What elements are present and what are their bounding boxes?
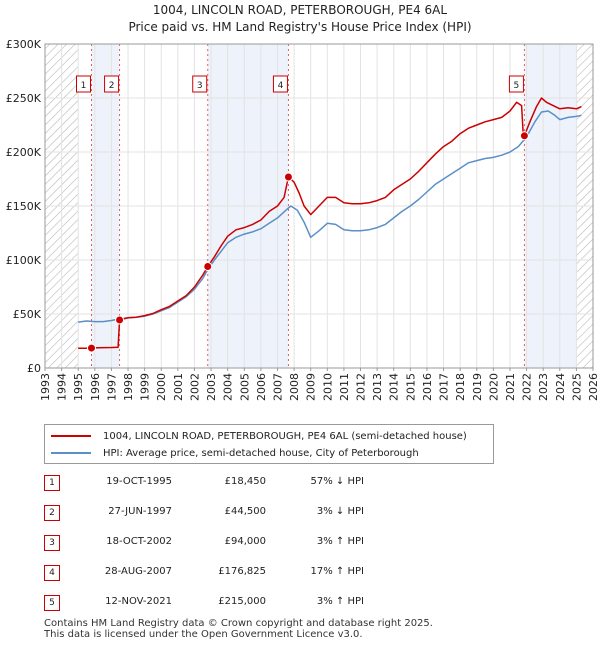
transaction-number-badge: 2 bbox=[44, 505, 60, 521]
x-tick-label: 1996 bbox=[89, 373, 102, 401]
plot-frame bbox=[44, 43, 594, 369]
sale-marker-label: 2 bbox=[109, 81, 115, 91]
x-tick-label: 2015 bbox=[404, 373, 417, 401]
x-tick-label: 2019 bbox=[471, 373, 484, 401]
sale-marker-label: 4 bbox=[278, 81, 284, 91]
x-tick-label: 2004 bbox=[222, 373, 235, 401]
transaction-hpi-diff: 57% ↓ HPI bbox=[310, 476, 364, 487]
title-subtitle: Price paid vs. HM Land Registry's House … bbox=[128, 20, 472, 34]
x-tick-label: 1998 bbox=[122, 373, 135, 401]
y-tick-label: £100K bbox=[6, 254, 42, 267]
x-tick-label: 1997 bbox=[105, 373, 118, 401]
x-tick-label: 2013 bbox=[371, 373, 384, 401]
legend-label-property: 1004, LINCOLN ROAD, PETERBOROUGH, PE4 6A… bbox=[103, 430, 467, 442]
x-tick-label: 2006 bbox=[255, 373, 268, 401]
x-tick-label: 2000 bbox=[155, 373, 168, 401]
transaction-number-badge: 5 bbox=[44, 595, 60, 611]
footer-attribution: Contains HM Land Registry data © Crown c… bbox=[44, 618, 584, 640]
transaction-row: 5 12-NOV-2021 £215,000 3% ↑ HPI bbox=[44, 592, 504, 612]
transaction-date: 28-AUG-2007 bbox=[104, 566, 172, 577]
transaction-date: 12-NOV-2021 bbox=[105, 596, 172, 607]
x-tick-label: 2005 bbox=[238, 373, 251, 401]
transaction-hpi-diff: 3% ↑ HPI bbox=[316, 536, 364, 547]
transaction-number-badge: 3 bbox=[44, 535, 60, 551]
x-tick-label: 2009 bbox=[305, 373, 318, 401]
x-tick-label: 2022 bbox=[521, 373, 534, 401]
legend-label-hpi: HPI: Average price, semi-detached house,… bbox=[103, 447, 419, 459]
sale-point bbox=[203, 261, 213, 271]
y-tick-label: £250K bbox=[6, 92, 42, 105]
sale-marker-label: 3 bbox=[197, 81, 203, 91]
x-tick-label: 2001 bbox=[172, 373, 185, 401]
y-tick-label: £200K bbox=[6, 146, 42, 159]
x-tick-label: 2012 bbox=[355, 373, 368, 401]
sale-point bbox=[283, 172, 293, 182]
series-line-property bbox=[78, 97, 582, 350]
sale-marker-box bbox=[508, 75, 524, 93]
x-tick-label: 1993 bbox=[39, 373, 52, 401]
sale-point bbox=[86, 343, 96, 353]
legend-item-property: 1004, LINCOLN ROAD, PETERBOROUGH, PE4 6A… bbox=[51, 428, 467, 444]
y-tick-label: £50K bbox=[13, 308, 42, 321]
sale-marker-box bbox=[272, 75, 288, 93]
transaction-hpi-diff: 17% ↑ HPI bbox=[310, 566, 364, 577]
x-tick-label: 2026 bbox=[587, 373, 600, 401]
series-line-hpi bbox=[78, 110, 582, 323]
x-tick-label: 2016 bbox=[421, 373, 434, 401]
transaction-number-badge: 1 bbox=[44, 475, 60, 491]
transaction-row: 2 27-JUN-1997 £44,500 3% ↓ HPI bbox=[44, 502, 504, 522]
legend-swatch-hpi bbox=[51, 452, 91, 454]
sale-marker-box bbox=[192, 75, 208, 93]
x-tick-label: 1999 bbox=[139, 373, 152, 401]
footer-license: This data is licensed under the Open Gov… bbox=[44, 629, 363, 640]
x-tick-label: 2002 bbox=[188, 373, 201, 401]
sale-marker-box bbox=[75, 75, 91, 93]
transaction-number-badge: 4 bbox=[44, 565, 60, 581]
transaction-price: £18,450 bbox=[224, 476, 266, 487]
x-tick-label: 2021 bbox=[504, 373, 517, 401]
x-tick-label: 1995 bbox=[72, 373, 85, 401]
x-tick-label: 2010 bbox=[321, 373, 334, 401]
x-tick-label: 2017 bbox=[438, 373, 451, 401]
sale-point bbox=[115, 315, 125, 325]
x-tick-label: 2011 bbox=[338, 373, 351, 401]
x-tick-label: 2003 bbox=[205, 373, 218, 401]
transaction-price: £176,825 bbox=[218, 566, 266, 577]
transaction-row: 3 18-OCT-2002 £94,000 3% ↑ HPI bbox=[44, 532, 504, 552]
x-tick-label: 2007 bbox=[271, 373, 284, 401]
transaction-price: £94,000 bbox=[224, 536, 266, 547]
transaction-hpi-diff: 3% ↑ HPI bbox=[316, 596, 364, 607]
x-tick-label: 2008 bbox=[288, 373, 301, 401]
footer-copyright: Contains HM Land Registry data © Crown c… bbox=[44, 618, 433, 629]
transaction-row: 4 28-AUG-2007 £176,825 17% ↑ HPI bbox=[44, 562, 504, 582]
sale-marker-label: 5 bbox=[514, 81, 520, 91]
transaction-price: £44,500 bbox=[224, 506, 266, 517]
legend-item-hpi: HPI: Average price, semi-detached house,… bbox=[51, 445, 419, 461]
title-address: 1004, LINCOLN ROAD, PETERBOROUGH, PE4 6A… bbox=[152, 3, 448, 17]
sale-point bbox=[519, 131, 529, 141]
chart-title: 1004, LINCOLN ROAD, PETERBOROUGH, PE4 6A… bbox=[0, 2, 600, 36]
price-chart: 1 2 3 4 5 £0 £50K £100K £150K £200K £250K £300K 199… bbox=[6, 38, 600, 401]
x-tick-label: 2023 bbox=[537, 373, 550, 401]
x-tick-label: 2024 bbox=[554, 373, 567, 401]
x-tick-label: 2020 bbox=[487, 373, 500, 401]
sale-marker-label: 1 bbox=[81, 81, 87, 91]
y-tick-label: £0 bbox=[27, 362, 41, 375]
chart-legend: 1004, LINCOLN ROAD, PETERBOROUGH, PE4 6A… bbox=[44, 424, 494, 464]
x-tick-label: 2014 bbox=[388, 373, 401, 401]
legend-swatch-property bbox=[51, 435, 91, 437]
x-tick-label: 2025 bbox=[570, 373, 583, 401]
transaction-price: £215,000 bbox=[218, 596, 266, 607]
x-tick-label: 1994 bbox=[56, 373, 69, 401]
transaction-row: 1 19-OCT-1995 £18,450 57% ↓ HPI bbox=[44, 472, 504, 492]
transaction-date: 27-JUN-1997 bbox=[108, 506, 172, 517]
x-tick-label: 2018 bbox=[454, 373, 467, 401]
transaction-date: 18-OCT-2002 bbox=[106, 536, 172, 547]
transaction-hpi-diff: 3% ↓ HPI bbox=[316, 506, 364, 517]
transaction-date: 19-OCT-1995 bbox=[106, 476, 172, 487]
sale-marker-box bbox=[104, 75, 120, 93]
y-tick-label: £300K bbox=[6, 38, 42, 51]
y-tick-label: £150K bbox=[6, 200, 42, 213]
